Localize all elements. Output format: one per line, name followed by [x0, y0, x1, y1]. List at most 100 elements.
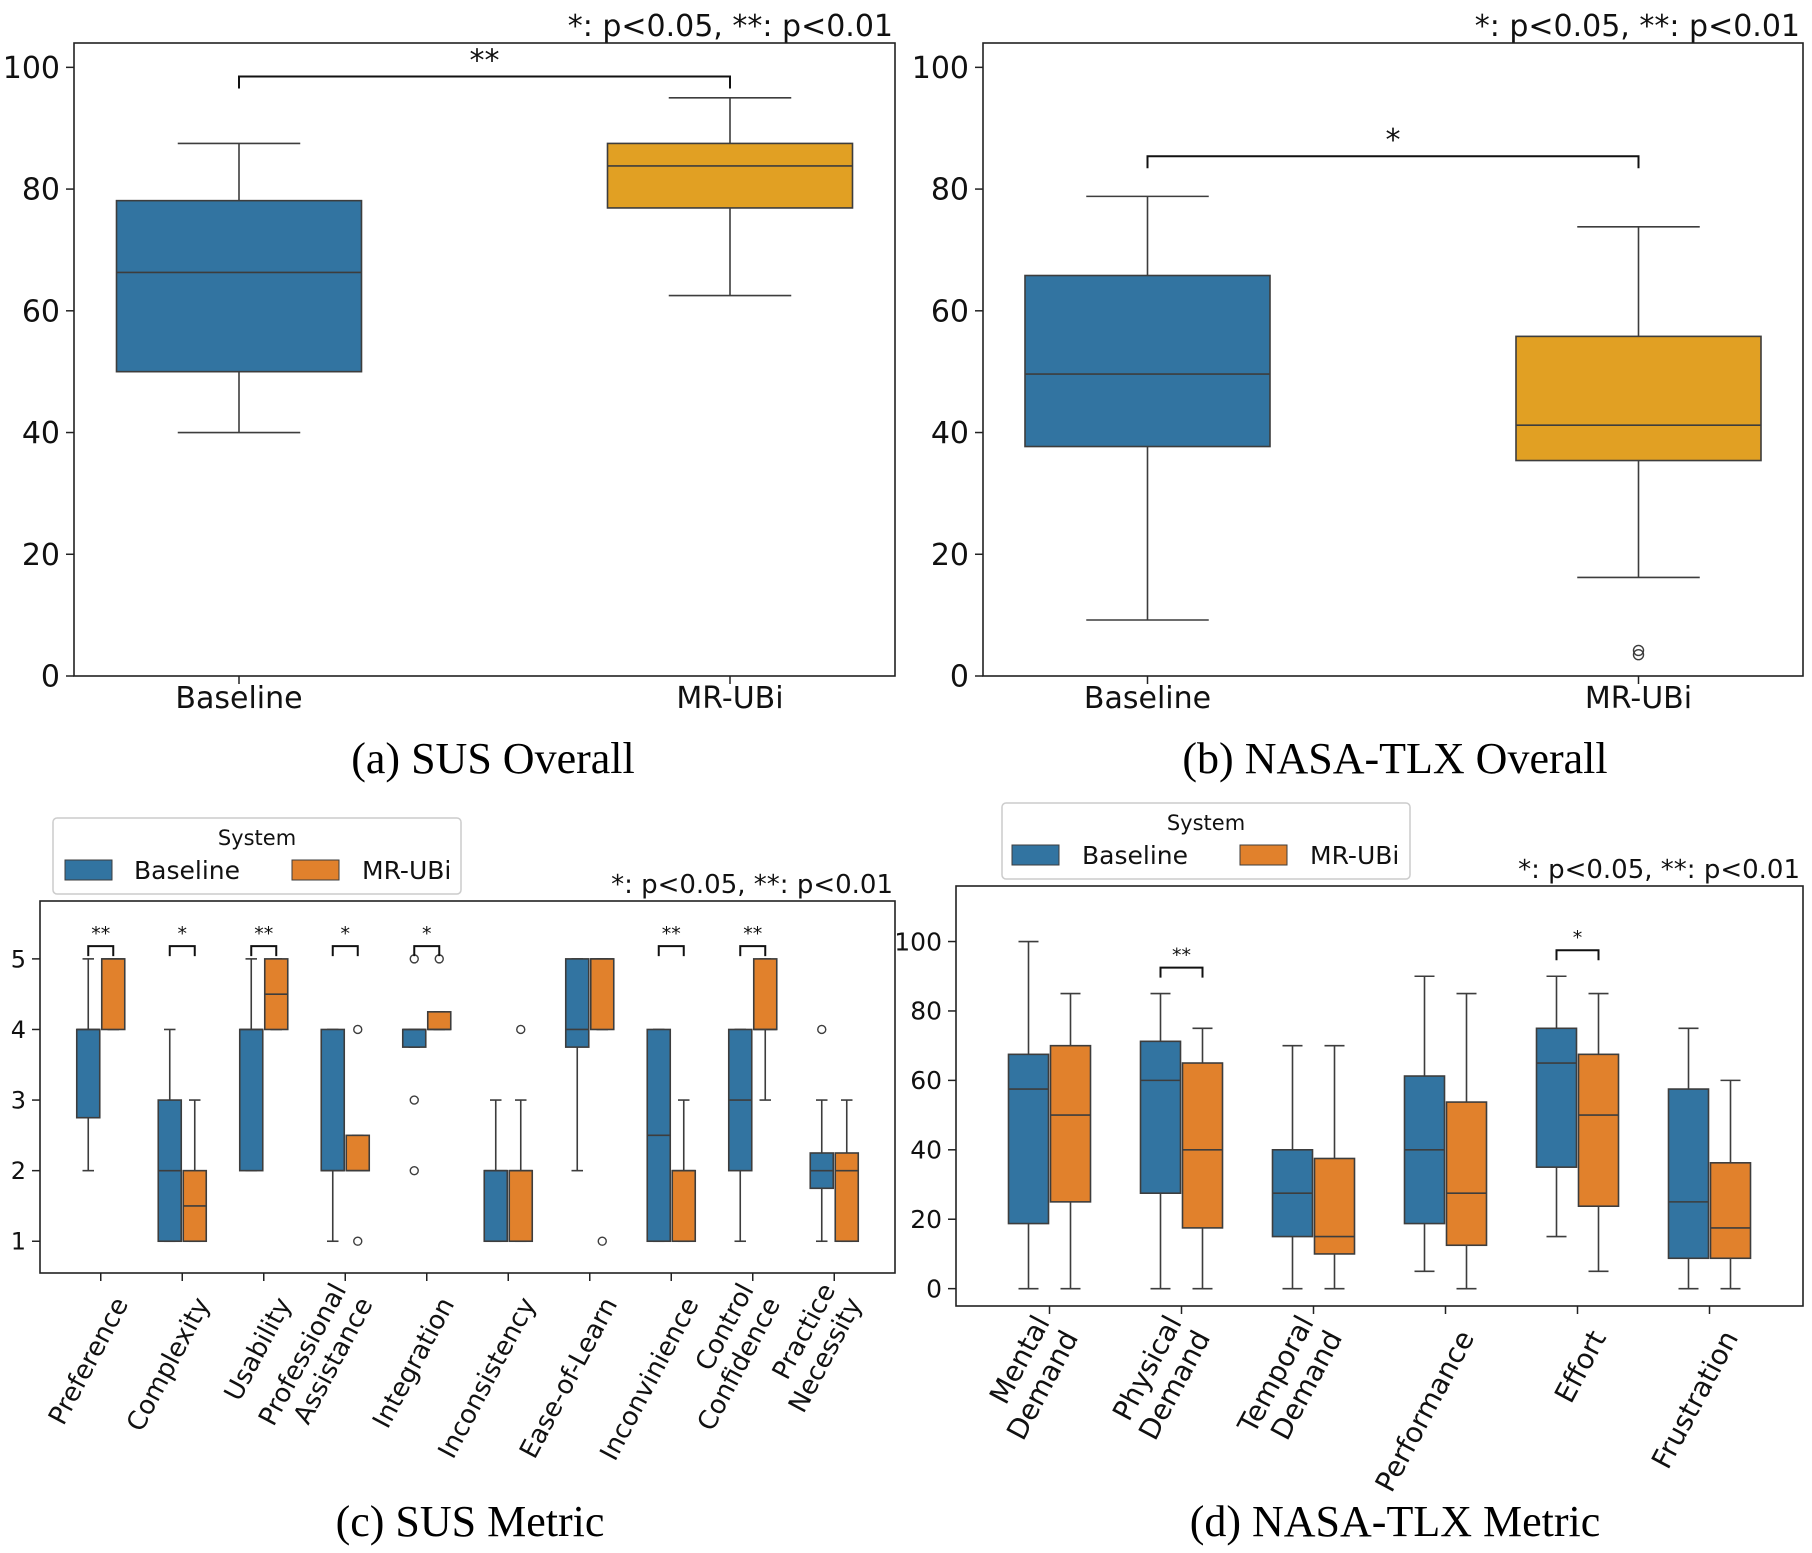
panel-a-plot: 0 20 40 60 80 100 Baseline MR-UBi ** [3, 42, 896, 716]
panel-a-significance-note: *: p<0.05, **: p<0.01 [568, 9, 893, 44]
panel-a-box-mr-ubi-mr-ubi-iqr [606, 142, 854, 209]
panel-d-box-mental-demand-mr-ubi [1049, 992, 1092, 1290]
panel-c-significance-bracket-0-label: ** [91, 923, 110, 945]
panel-d-box-effort-baseline [1535, 975, 1578, 1238]
panel-d-box-effort-mr-ubi-iqr [1577, 1053, 1620, 1208]
panel-c-box-usability-baseline [238, 958, 264, 1172]
panel-c-legend-title: System [218, 826, 296, 850]
panel-c-box-professional-assistance-mr-ubi [345, 1024, 371, 1246]
panel-a-caption: (a) SUS Overall [351, 734, 635, 783]
panel-b-xtick-label-mr-ubi: MR-UBi [1585, 681, 1692, 716]
panel-d-legend-swatch-mrubi [1239, 844, 1288, 866]
panel-d-box-physical-demand-mr-ubi [1181, 1027, 1224, 1290]
panel-c-box-integration-baseline [401, 954, 427, 1176]
panel-d-box-frustration-mr-ubi-iqr [1709, 1162, 1752, 1260]
panel-c-significance-bracket-2 [250, 945, 278, 957]
panel-d-box-performance-mr-ubi [1445, 992, 1488, 1290]
panel-b-ytick-label-60: 60 [931, 294, 969, 329]
panel-c-box-practice-necessity-baseline-flier-0 [817, 1024, 827, 1035]
panel-c-box-integration-mr-ubi-iqr [426, 1011, 452, 1031]
panel-b-plot: 0 20 40 60 80 100 Baseline MR-UBi * [912, 42, 1804, 716]
panel-c-significance-bracket-3 [331, 945, 359, 957]
panel-c-box-ease-of-learn-mr-ubi-iqr [589, 958, 615, 1031]
panel-c-box-professional-assistance-mr-ubi-flier-1 [353, 1024, 363, 1035]
panel-c-box-ease-of-learn-mr-ubi-flier-0 [597, 1236, 607, 1246]
panel-b-box-baseline-baseline [1024, 195, 1271, 621]
panel-a-significance-bracket-0-label: ** [470, 43, 500, 78]
panel-b-box-mr-ubi-mr-ubi-flier-0 [1632, 648, 1645, 661]
panel-a-ytick-label-20: 20 [22, 538, 60, 573]
panel-b-box-mr-ubi-mr-ubi-iqr [1515, 335, 1762, 462]
panel-c-box-preference-mr-ubi-iqr [100, 958, 126, 1031]
panel-d-box-effort-baseline-iqr [1535, 1027, 1578, 1168]
panel-c-significance-bracket-6-label: ** [743, 923, 762, 945]
panel-a-box-baseline-baseline-iqr [115, 199, 363, 373]
panel-d-box-mental-demand-baseline [1007, 940, 1050, 1290]
panel-d-ytick-label-100: 100 [894, 927, 942, 956]
panel-c-box-practice-necessity-baseline [809, 1024, 835, 1243]
panel-c-box-ease-of-learn-baseline-iqr [564, 958, 590, 1048]
panel-c-box-inconvinience-mr-ubi [671, 1099, 697, 1243]
panel-b-caption: (b) NASA-TLX Overall [1182, 734, 1607, 783]
panel-b-significance-bracket-0 [1146, 155, 1640, 169]
panel-c-significance-bracket-5 [657, 945, 685, 957]
panel-c-box-preference-baseline-iqr [75, 1028, 101, 1119]
panel-d-significance-bracket-1-label: * [1573, 927, 1583, 949]
panel-c-legend-label-baseline: Baseline [134, 856, 240, 885]
panel-c-box-professional-assistance-baseline-iqr [320, 1028, 346, 1172]
panel-c-box-integration-mr-ubi [426, 954, 452, 1031]
panel-b-xtick-label-baseline: Baseline [1084, 681, 1211, 716]
panel-c-significance-bracket-4 [413, 945, 441, 957]
panel-d-legend: System Baseline MR-UBi [1001, 802, 1411, 880]
panel-b-significance-bracket-0-label: * [1386, 123, 1401, 158]
panel-c-legend-frame [52, 817, 462, 895]
panel-d-box-mental-demand-mr-ubi-iqr [1049, 1044, 1092, 1203]
panel-c-box-integration-baseline-flier-1 [409, 1095, 419, 1105]
panel-d-box-physical-demand-mr-ubi-iqr [1181, 1062, 1224, 1229]
panel-d-caption: (d) NASA-TLX Metric [1190, 1497, 1601, 1546]
panel-c-box-inconsistency-mr-ubi-flier-0 [516, 1024, 526, 1035]
panel-c-box-practice-necessity-mr-ubi [834, 1099, 860, 1243]
panel-c-axes-frame [39, 900, 896, 1274]
panel-d-box-frustration-baseline [1667, 1027, 1710, 1290]
panel-c-significance-bracket-1-label: * [178, 923, 188, 945]
panel-d-legend-label-baseline: Baseline [1082, 841, 1188, 870]
panel-d-ytick-label-0: 0 [926, 1274, 942, 1303]
panel-d-box-physical-demand-baseline [1139, 992, 1182, 1290]
panel-c-legend: System Baseline MR-UBi [52, 817, 462, 895]
panel-b-box-baseline-baseline-iqr [1024, 274, 1271, 448]
panel-c-box-inconvinience-mr-ubi-iqr [671, 1169, 697, 1243]
panel-c-box-preference-mr-ubi [100, 958, 126, 1031]
panel-d-box-physical-demand-baseline-iqr [1139, 1040, 1182, 1194]
panel-c-legend-label-mrubi: MR-UBi [362, 856, 451, 885]
panel-d-axes-frame [955, 885, 1804, 1307]
panel-c-legend-swatch-baseline [64, 859, 113, 881]
panel-d-significance-bracket-1 [1555, 949, 1600, 961]
panel-a-ytick-label-0: 0 [41, 660, 60, 695]
panel-b-axes-frame [982, 42, 1804, 677]
panel-a-sus-overall: *: p<0.05, **: p<0.01 (a) SUS Overall 0 2… [3, 9, 896, 783]
panel-a-box-mr-ubi-mr-ubi [606, 96, 854, 297]
panel-a-ytick-label-100: 100 [3, 51, 60, 86]
panel-c-box-professional-assistance-baseline [320, 1028, 346, 1243]
panel-c-significance-bracket-0 [87, 945, 115, 957]
panel-c-significance-note: *: p<0.05, **: p<0.01 [611, 870, 893, 900]
panel-a-xtick-label-mr-ubi: MR-UBi [676, 681, 783, 716]
panel-d-box-temporal-demand-baseline [1271, 1044, 1314, 1290]
panel-c-box-control-confidence-mr-ubi [752, 958, 778, 1101]
panel-c-box-integration-baseline-flier-0 [409, 1165, 419, 1176]
panel-a-ytick-label-40: 40 [22, 416, 60, 451]
panel-c-box-ease-of-learn-baseline [564, 958, 590, 1172]
panel-b-ytick-label-0: 0 [950, 660, 969, 695]
panel-c-box-ease-of-learn-mr-ubi [589, 958, 615, 1246]
panel-c-box-inconsistency-baseline [483, 1099, 509, 1243]
panel-c-box-practice-necessity-mr-ubi-iqr [834, 1152, 860, 1243]
panel-c-legend-swatch-mrubi [291, 859, 340, 881]
panel-b-significance-note: *: p<0.05, **: p<0.01 [1475, 9, 1800, 44]
panel-c-box-professional-assistance-mr-ubi-iqr [345, 1134, 371, 1172]
panel-d-ytick-label-80: 80 [910, 997, 942, 1026]
panel-c-ytick-label-5: 5 [11, 945, 26, 973]
panel-c-box-control-confidence-baseline [727, 1028, 753, 1243]
panel-b-ytick-label-20: 20 [931, 538, 969, 573]
panel-b-ytick-label-80: 80 [931, 173, 969, 208]
